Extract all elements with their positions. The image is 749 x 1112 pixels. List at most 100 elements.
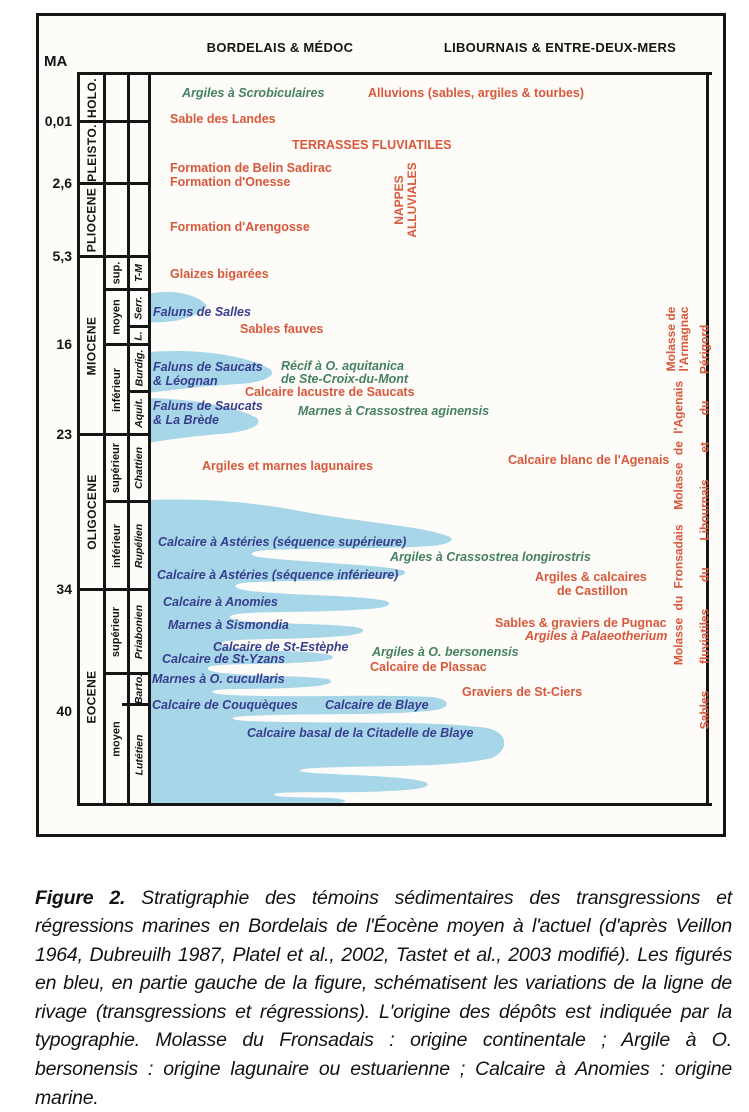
- epoch-cell-pliocene: PLIOCENE: [80, 185, 103, 255]
- deposit-label-argiles-scrobiculaires: Argiles à Scrobiculaires: [182, 87, 324, 100]
- epoch-cell-pleisto-: PLEISTO.: [80, 123, 103, 182]
- deposit-label-calcaire-de-plassac: Calcaire de Plassac: [370, 661, 487, 674]
- deposit-label-sable-des-landes: Sable des Landes: [170, 113, 276, 126]
- stage-cell-label: Serr.: [133, 296, 145, 319]
- epoch-cell-oligocene: OLIGOCENE: [80, 436, 103, 588]
- subepoch-cell-label: moyen: [111, 299, 123, 334]
- tick-label-16: 16: [30, 336, 72, 352]
- deposit-label-sables-fauves: Sables fauves: [240, 323, 323, 336]
- subepoch-cell-sup-rieur: supérieur: [106, 591, 127, 672]
- epoch-cell-label: EOCENE: [85, 670, 99, 723]
- deposit-label-calcaire-de-st-yzans: Calcaire de St-Yzans: [162, 653, 285, 666]
- epoch-cell-label: PLEISTO.: [85, 124, 99, 182]
- stage-cell-label: Burdig.: [133, 350, 145, 387]
- tick-label-2-6: 2,6: [30, 175, 72, 191]
- stage-cell-lut-tien: Lutétien: [130, 706, 148, 803]
- caption-lead: Figure 2.: [35, 887, 125, 909]
- stage-cell-label: Chattien: [133, 447, 145, 489]
- region-header-libournais: LIBOURNAIS & ENTRE-DEUX-MERS: [415, 40, 705, 55]
- subepoch-cell-inf-rieur: inférieur: [106, 346, 127, 433]
- deposit-label-faluns-de-saucats: Faluns de Saucats: [153, 361, 263, 374]
- stage-cell-t-m: T-M: [130, 258, 148, 288]
- tick-label-40: 40: [30, 703, 72, 719]
- stage-cell-serr-: Serr.: [130, 291, 148, 325]
- deposit-label-de-castillon: de Castillon: [557, 585, 628, 598]
- deposit-label--l-ognan: & Léognan: [153, 375, 218, 388]
- deposit-label-marnes-sismondia: Marnes à Sismondia: [168, 619, 289, 632]
- deposit-label-formation-de-belin-sadirac: Formation de Belin Sadirac: [170, 162, 332, 175]
- deposit-label-glaizes-bigar-es: Glaizes bigarées: [170, 268, 269, 281]
- deposit-label-formation-d-onesse: Formation d'Onesse: [170, 176, 290, 189]
- subepoch-cell-label: supérieur: [111, 443, 123, 493]
- tick-label-0-01: 0,01: [30, 113, 72, 129]
- deposit-label-argiles-crassostrea-longirostris: Argiles à Crassostrea longirostris: [390, 551, 591, 564]
- deposit-label-calcaire-blanc-de-l-agenais: Calcaire blanc de l'Agenais: [508, 454, 669, 467]
- stage-cell-chattien: Chattien: [130, 436, 148, 500]
- subepoch-cell-label: moyen: [111, 721, 123, 756]
- margin-note-molasse-armagnac: Molasse de l'Armagnac: [665, 307, 691, 372]
- stage-cell-burdig-: Burdig.: [130, 346, 148, 390]
- subepoch-cell-label: sup.: [111, 262, 123, 285]
- epoch-cell-label: OLIGOCENE: [85, 474, 99, 550]
- deposit-label-graviers-de-st-ciers: Graviers de St-Ciers: [462, 686, 582, 699]
- subepoch-cell-label: inférieur: [111, 523, 123, 567]
- figure-caption: Figure 2. Stratigraphie des témoins sédi…: [35, 884, 732, 1112]
- region-header-bordelais-medoc: BORDELAIS & MÉDOC: [140, 40, 420, 55]
- subepoch-cell-moyen: moyen: [106, 291, 127, 343]
- epoch-cell-holo-: HOLO.: [80, 75, 103, 120]
- margin-note-nappes-alluviales: NAPPES ALLUVIALES: [393, 162, 419, 237]
- stage-cell-l-: L.: [130, 328, 148, 343]
- stage-cell-label: T-M: [133, 264, 145, 282]
- subepoch-cell-moyen: moyen: [106, 675, 127, 803]
- stage-cell-barto-: Barto.: [130, 675, 148, 703]
- deposit-label-terrasses-fluviatiles: TERRASSES FLUVIATILES: [292, 139, 452, 152]
- deposit-label--la-br-de: & La Brède: [153, 414, 219, 427]
- deposit-label-calcaire-de-blaye: Calcaire de Blaye: [325, 699, 429, 712]
- subepoch-cell-label: inférieur: [111, 367, 123, 411]
- epoch-cell-label: PLIOCENE: [85, 188, 99, 253]
- margin-note-sables-fluviatiles: Sables fluviatiles du Libournais et du P…: [699, 325, 712, 730]
- grid-hline-0: [77, 72, 712, 75]
- subepoch-cell-sup-rieur: supérieur: [106, 436, 127, 500]
- subepoch-cell-inf-rieur: inférieur: [106, 503, 127, 588]
- stage-cell-priabonien: Priabonien: [130, 591, 148, 672]
- grid-hline-1: [77, 803, 712, 806]
- stage-cell-label: Priabonien: [133, 604, 145, 658]
- tick-label-34: 34: [30, 581, 72, 597]
- deposit-label-faluns-de-saucats: Faluns de Saucats: [153, 400, 263, 413]
- tick-label-5-3: 5,3: [30, 248, 72, 264]
- epoch-cell-eocene: EOCENE: [80, 591, 103, 803]
- stage-cell-label: Barto.: [133, 674, 145, 704]
- stage-cell-label: Lutétien: [133, 734, 145, 775]
- stage-cell-rup-lien: Rupélien: [130, 503, 148, 588]
- deposit-label-calcaire-anomies: Calcaire à Anomies: [163, 596, 278, 609]
- epoch-cell-miocene: MIOCENE: [80, 258, 103, 433]
- ma-axis-label: MA: [44, 53, 67, 70]
- tick-label-23: 23: [30, 426, 72, 442]
- stage-cell-label: L.: [133, 331, 145, 340]
- deposit-label-marnes-o-cucullaris: Marnes à O. cucullaris: [152, 673, 285, 686]
- caption-text: Stratigraphie des témoins sédimentaires …: [35, 887, 732, 1109]
- deposit-label-calcaire-ast-ries-s-quence-sup-rieure-: Calcaire à Astéries (séquence supérieure…: [158, 536, 406, 549]
- stage-cell-aquit-: Aquit.: [130, 393, 148, 433]
- deposit-label-calcaire-de-couqu-ques: Calcaire de Couquèques: [152, 699, 298, 712]
- deposit-label-argiles-o-bersonensis: Argiles à O. bersonensis: [372, 646, 519, 659]
- deposit-label-argiles-et-marnes-lagunaires: Argiles et marnes lagunaires: [202, 460, 373, 473]
- deposit-label-formation-d-arengosse: Formation d'Arengosse: [170, 221, 310, 234]
- epoch-cell-label: HOLO.: [85, 78, 99, 118]
- subepoch-cell-label: supérieur: [111, 606, 123, 656]
- stage-cell-label: Aquit.: [133, 398, 145, 428]
- subepoch-cell-sup-: sup.: [106, 258, 127, 288]
- deposit-label-calcaire-basal-de-la-citadelle-de-blaye: Calcaire basal de la Citadelle de Blaye: [247, 727, 474, 740]
- deposit-label-faluns-de-salles: Faluns de Salles: [153, 306, 251, 319]
- deposit-label-alluvions-sables-argiles-tourbes-: Alluvions (sables, argiles & tourbes): [368, 87, 584, 100]
- deposit-label-argiles-calcaires: Argiles & calcaires: [535, 571, 647, 584]
- deposit-label-marnes-crassostrea-aginensis: Marnes à Crassostrea aginensis: [298, 405, 489, 418]
- margin-note-molasse-agenais: Molasse du Fronsadais Molasse de l'Agena…: [673, 381, 686, 665]
- deposit-label-calcaire-ast-ries-s-quence-inf-rieure-: Calcaire à Astéries (séquence inférieure…: [157, 569, 398, 582]
- deposit-label-argiles-palaeotherium: Argiles à Palaeotherium: [525, 630, 667, 643]
- deposit-label-calcaire-lacustre-de-saucats: Calcaire lacustre de Saucats: [245, 386, 415, 399]
- stage-cell-label: Rupélien: [133, 523, 145, 567]
- epoch-cell-label: MIOCENE: [85, 316, 99, 375]
